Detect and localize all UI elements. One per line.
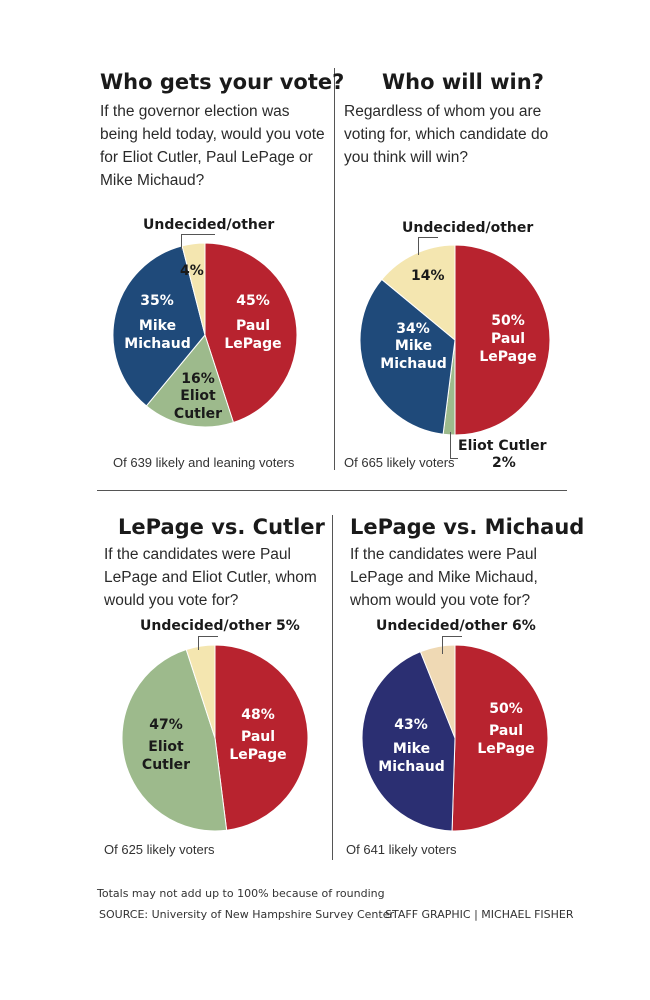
chart4-subtitle: If the candidates were Paul LePage and M… (350, 546, 538, 609)
pie-slice-paul-lepage (214, 644, 309, 831)
divider-vertical-bottom (332, 515, 333, 860)
chart2-cutler-leader (450, 432, 451, 458)
chart3-leader (198, 636, 199, 650)
chart3-subtitle: If the candidates were Paul LePage and E… (104, 546, 317, 609)
name-line: Cutler (141, 757, 191, 773)
chart2-leader-h (418, 237, 438, 238)
chart2-lepage-pct: 50% (491, 313, 525, 329)
chart4-title: LePage vs. Michaud (350, 515, 585, 539)
chart4-leader-h (442, 636, 462, 637)
chart2-cutler-name: Eliot Cutler (458, 438, 547, 454)
chart1-leader (181, 234, 182, 250)
chart3-undecided-pct: 5% (276, 618, 300, 634)
chart4-lepage-pct: 50% (489, 701, 523, 717)
chart2-title: Who will win? (382, 70, 544, 94)
pie-slice-paul-lepage (454, 244, 551, 436)
divider-vertical-top (334, 68, 335, 470)
chart2-note: Of 665 likely voters (344, 455, 455, 470)
name-line: Paul (240, 729, 276, 745)
chart1-pie (112, 242, 298, 428)
name-line: LePage (477, 741, 535, 757)
chart1-undecided-name: Undecided/other (143, 217, 275, 233)
name-line: Paul (490, 331, 526, 347)
chart4-lepage-name: Paul LePage (471, 722, 541, 758)
name-line: Mike (394, 338, 433, 354)
chart3-lepage-pct: 48% (241, 707, 275, 723)
chart2-subtitle: Regardless of whom you are voting for, w… (344, 103, 549, 166)
chart3-pie (121, 644, 309, 832)
chart1-cutler-pct: 16% (181, 371, 215, 387)
chart2-lepage-name: Paul LePage (473, 330, 543, 366)
chart1-note: Of 639 likely and leaning voters (113, 455, 295, 470)
chart4-undecided-name: Undecided/other (376, 618, 508, 634)
name-line: LePage (224, 336, 282, 352)
chart3-cutler-pct: 47% (149, 717, 183, 733)
name-line: Paul (235, 318, 271, 334)
chart1-title: Who gets your vote? (100, 70, 345, 94)
pie-slice-paul-lepage (451, 644, 549, 832)
chart3-cutler-name: Eliot Cutler (136, 738, 196, 774)
chart2-cutler-leader-h (450, 458, 458, 459)
name-line: Michaud (124, 336, 191, 352)
chart1-cutler-name: Eliot Cutler (173, 387, 223, 423)
pie-slice-eliot-cutler (145, 333, 235, 428)
chart3-title: LePage vs. Cutler (118, 515, 325, 539)
chart3-leader-h (198, 636, 218, 637)
chart2-leader (418, 237, 419, 255)
chart2-pie (359, 244, 551, 436)
chart1-leader-h (181, 234, 215, 235)
chart3-note: Of 625 likely voters (104, 842, 215, 857)
chart4-note: Of 641 likely voters (346, 842, 457, 857)
chart4-leader (442, 636, 443, 654)
rounding-note: Totals may not add up to 100% because of… (97, 887, 385, 900)
source: SOURCE: University of New Hampshire Surv… (99, 908, 394, 921)
name-line: Mike (138, 318, 177, 334)
chart3-lepage-name: Paul LePage (223, 728, 293, 764)
chart4-michaud-pct: 43% (394, 717, 428, 733)
pie-slice-undecided-other (185, 644, 216, 739)
pie-slice-paul-lepage (204, 242, 298, 424)
chart3-undecided-name: Undecided/other (140, 618, 272, 634)
pie-slice-mike-michaud (361, 651, 456, 832)
name-line: Eliot (148, 739, 184, 755)
pie-slice-mike-michaud (359, 278, 456, 435)
name-line: Paul (488, 723, 524, 739)
chart2-michaud-pct: 34% (396, 321, 430, 337)
pie-slice-undecided-other (419, 644, 456, 739)
chart2-undecided-name: Undecided/other (402, 220, 534, 236)
chart4-pie (361, 644, 549, 832)
chart2-michaud-name: Mike Michaud (376, 337, 451, 373)
chart1-lepage-pct: 45% (236, 293, 270, 309)
pie-slice-mike-michaud (112, 245, 206, 407)
pie-slice-undecided-other (381, 244, 456, 342)
chart2-cutler-pct: 2% (492, 455, 516, 471)
name-line: Mike (392, 741, 431, 757)
chart1-lepage-name: Paul LePage (218, 317, 288, 353)
name-line: LePage (229, 747, 287, 763)
pie-slice-undecided-other (181, 242, 206, 336)
chart1-undecided-pct: 4% (180, 263, 204, 279)
chart4-undecided-pct: 6% (512, 618, 536, 634)
chart1-michaud-pct: 35% (140, 293, 174, 309)
divider-horizontal (97, 490, 567, 491)
name-line: Michaud (378, 759, 445, 775)
chart1-michaud-name: Mike Michaud (120, 317, 195, 353)
chart1-subtitle: If the governor election was being held … (100, 103, 325, 189)
name-line: Cutler (173, 406, 223, 422)
name-line: Michaud (380, 356, 447, 372)
chart4-michaud-name: Mike Michaud (374, 740, 449, 776)
credit: STAFF GRAPHIC | MICHAEL FISHER (385, 908, 574, 921)
name-line: LePage (479, 349, 537, 365)
chart2-undecided-pct: 14% (411, 268, 445, 284)
name-line: Eliot (180, 388, 216, 404)
